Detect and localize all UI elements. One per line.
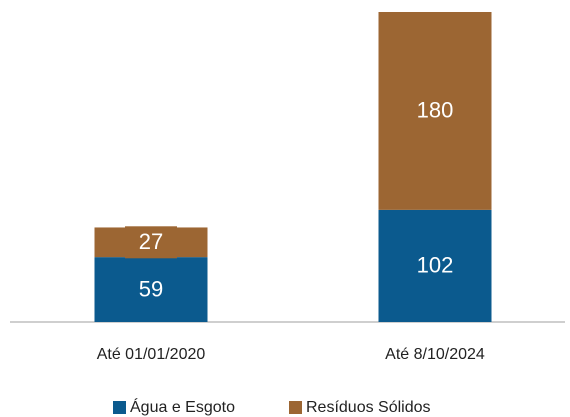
legend-label: Água e Esgoto [130,397,235,416]
bar-segment [378,209,492,322]
data-label: 102 [417,253,454,278]
data-label: 27 [139,229,163,254]
legend-swatch [113,401,126,414]
x-tick-label: Até 01/01/2020 [97,346,206,363]
data-label: 59 [139,276,163,301]
bar-segment [378,12,492,210]
data-label: 180 [417,98,454,123]
legend-label: Resíduos Sólidos [306,399,431,416]
label-background [125,226,177,259]
bar-segment [94,257,208,322]
x-tick-label: Até 8/10/2024 [385,346,485,363]
legend-swatch [289,401,302,414]
